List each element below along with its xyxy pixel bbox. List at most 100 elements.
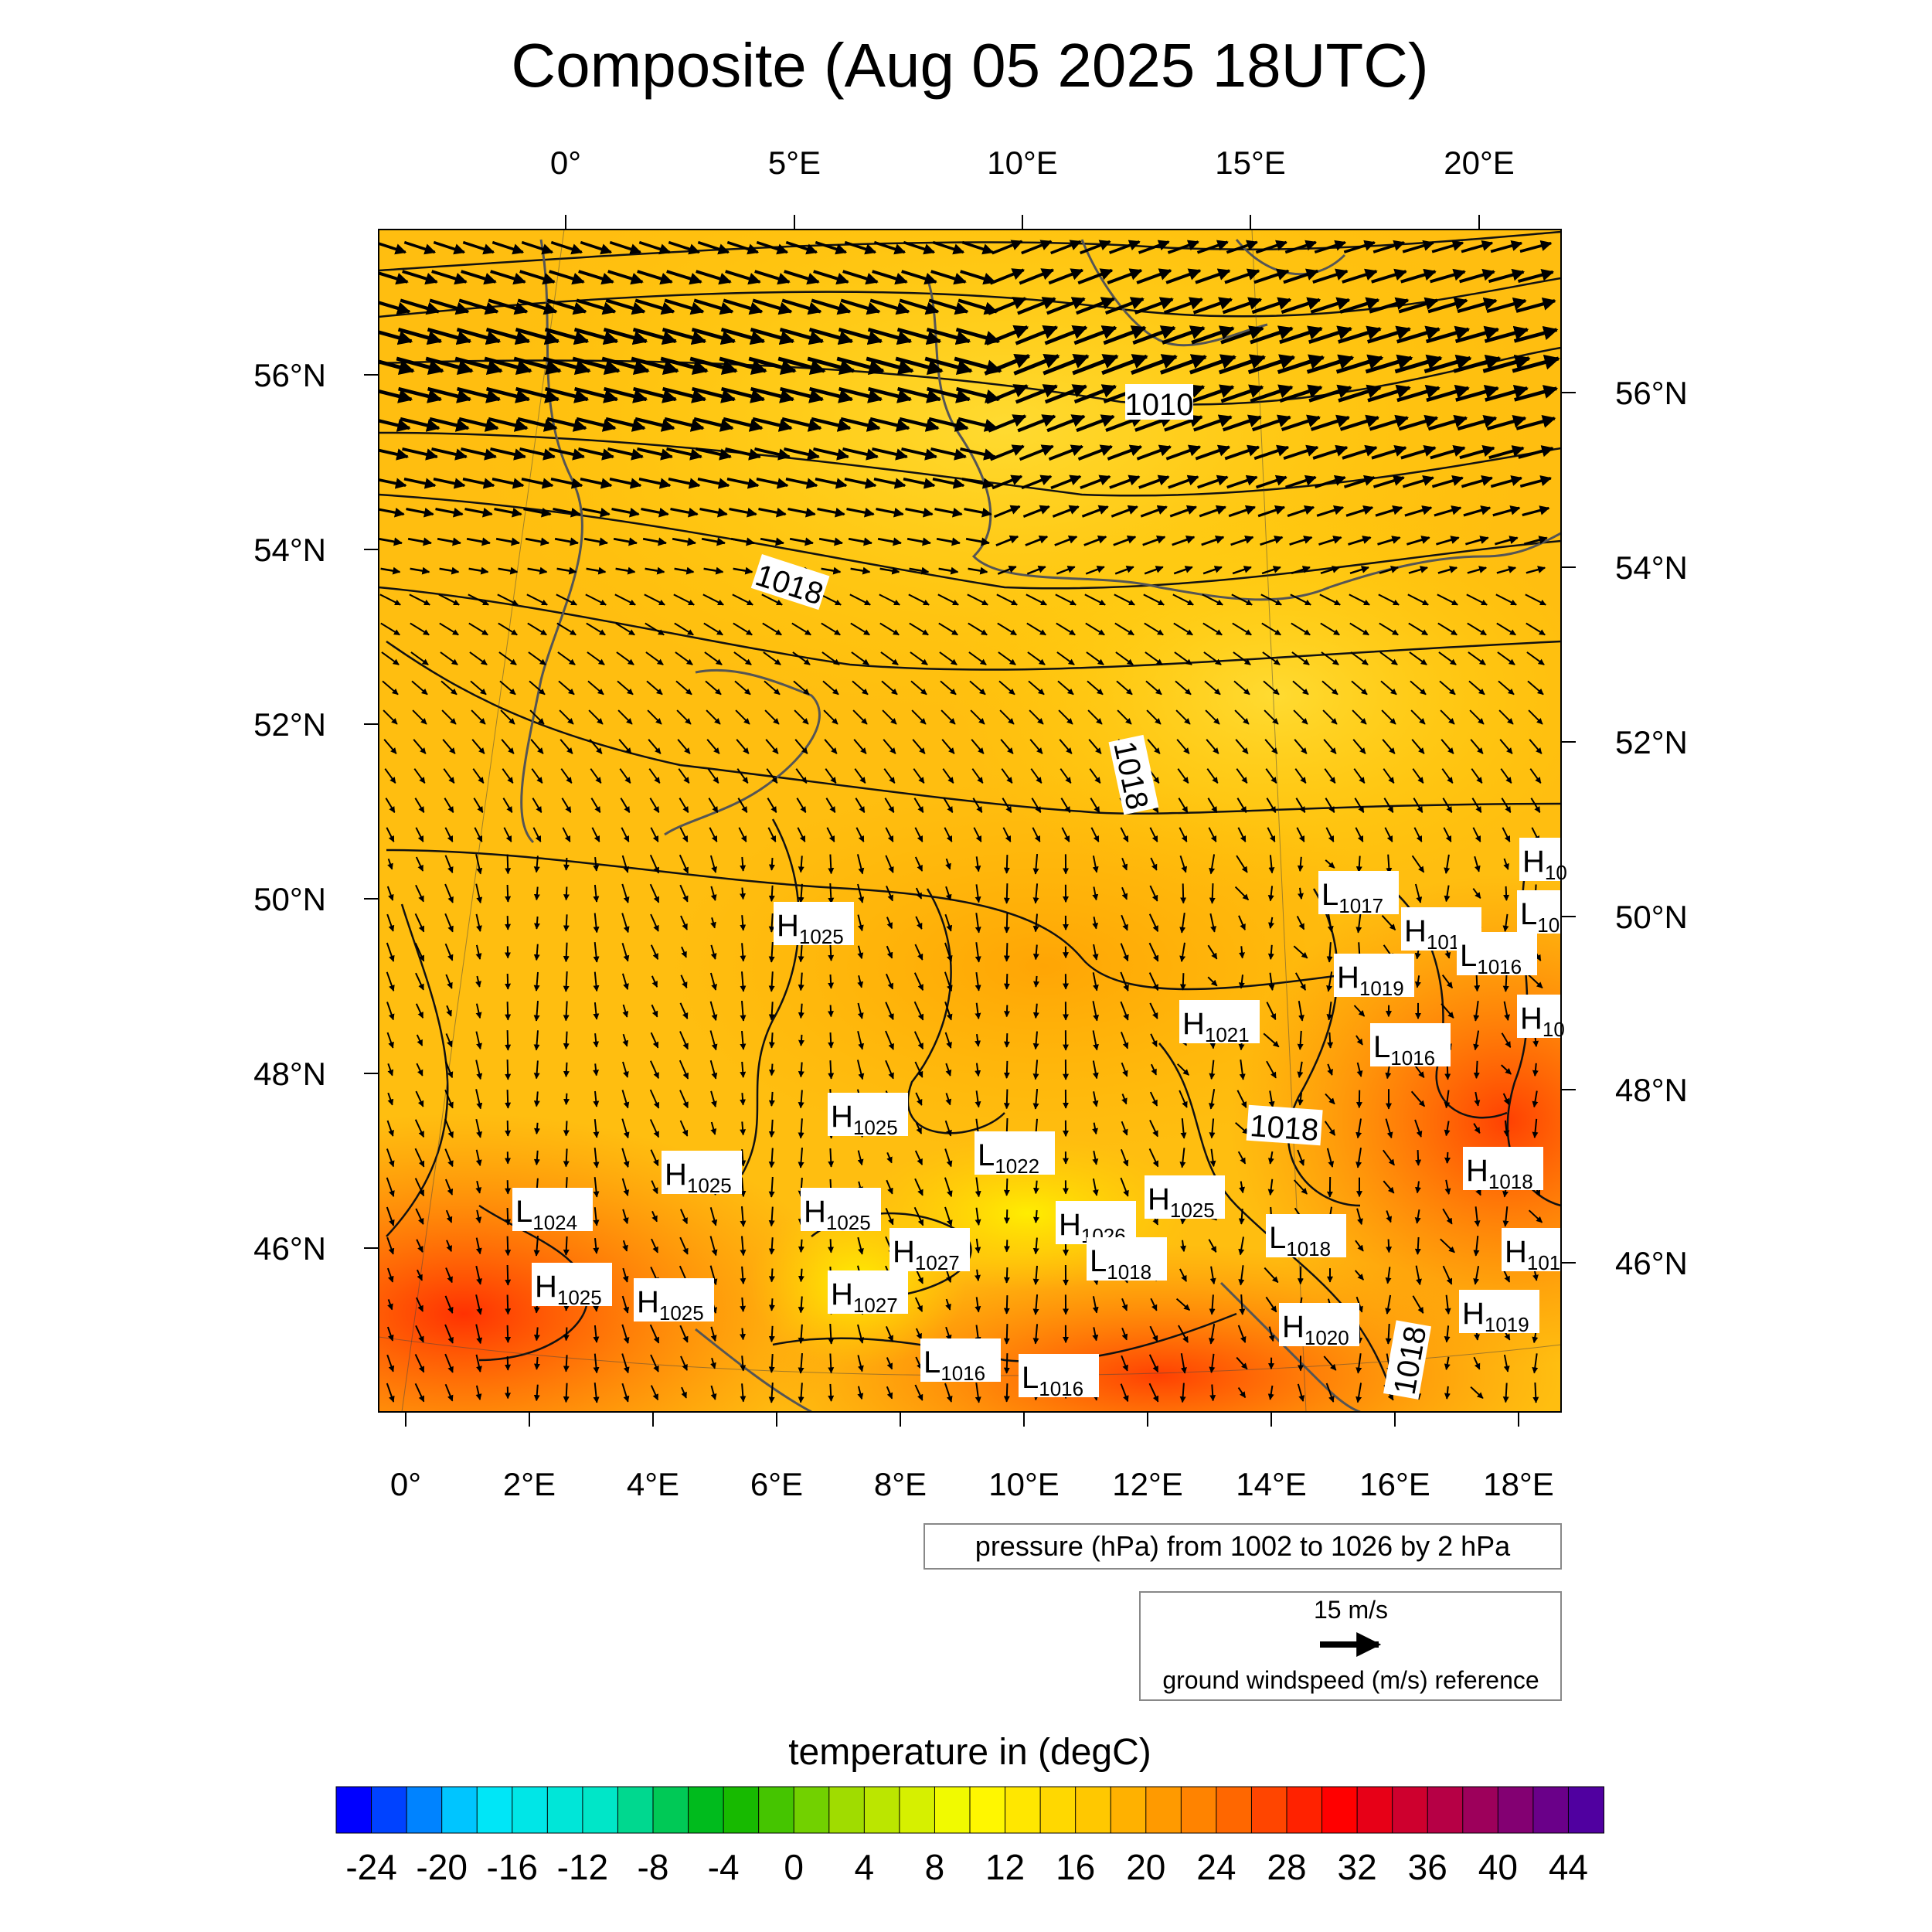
- right-latitude-labels: 56°N 54°N 52°N 50°N 48°N 46°N: [1615, 375, 1688, 1281]
- wind-arrow: [1003, 1178, 1010, 1196]
- wind-arrow: [556, 594, 577, 606]
- wind-arrow: [1173, 622, 1193, 636]
- wind-arrow: [505, 1207, 512, 1226]
- wind-arrow: [1175, 680, 1192, 696]
- wind-arrow: [1003, 1324, 1010, 1345]
- wind-arrow: [1136, 444, 1172, 461]
- wind-arrow: [672, 537, 697, 546]
- wind-arrow: [1295, 798, 1306, 813]
- wind-arrow: [781, 417, 822, 432]
- wind-arrow: [1205, 709, 1220, 725]
- wind-arrow: [1425, 325, 1471, 344]
- wind-arrow: [1414, 1236, 1421, 1255]
- wind-arrow: [531, 768, 543, 784]
- wind-arrow: [1046, 297, 1086, 315]
- wind-arrow: [1338, 384, 1382, 403]
- wind-arrow: [456, 328, 502, 345]
- wind-arrow: [413, 768, 426, 784]
- wind-arrow: [1003, 974, 1010, 990]
- wind-arrow: [813, 447, 850, 461]
- wind-arrow: [461, 270, 497, 285]
- wind-arrow: [668, 478, 701, 489]
- wind-arrow: [756, 478, 789, 489]
- wind-arrow: [1230, 536, 1254, 546]
- wind-arrow: [842, 270, 879, 285]
- wind-arrow: [960, 270, 996, 285]
- wind-arrow: [1236, 798, 1247, 813]
- colorbar-tick-label: -12: [557, 1847, 608, 1887]
- wind-arrow: [997, 566, 1017, 575]
- wind-arrow: [1519, 475, 1553, 488]
- colorbar-swatch: [758, 1786, 795, 1834]
- wind-arrow: [828, 975, 835, 989]
- wind-arrow: [1207, 798, 1218, 813]
- wind-arrow: [502, 768, 514, 784]
- wind-arrow: [1108, 240, 1141, 254]
- wind-arrow: [1085, 566, 1105, 575]
- wind-arrow: [1116, 680, 1133, 696]
- wind-arrow: [1379, 622, 1399, 636]
- wind-arrow: [586, 566, 607, 575]
- colorbar-tick-label: 8: [925, 1847, 945, 1887]
- colorbar-tick-label: 32: [1338, 1847, 1377, 1887]
- wind-arrow: [1465, 536, 1489, 546]
- wind-arrow: [1454, 325, 1500, 344]
- wind-arrow: [556, 566, 577, 575]
- wind-arrow: [578, 270, 614, 285]
- wind-arrow: [407, 537, 433, 546]
- wind-arrow: [468, 622, 488, 636]
- wind-arrow: [1442, 798, 1453, 813]
- wind-arrow: [781, 298, 822, 315]
- wind-arrow: [909, 566, 930, 575]
- wind-arrow: [696, 447, 733, 461]
- wind-arrow: [617, 709, 633, 725]
- wind-arrow: [532, 827, 542, 842]
- wind-arrow: [618, 739, 632, 754]
- wind-arrow: [439, 566, 460, 575]
- wind-arrow: [1367, 325, 1412, 344]
- wind-arrow: [1056, 651, 1075, 665]
- wind-arrow: [1086, 651, 1104, 665]
- wind-arrow: [955, 328, 1001, 345]
- colorbar-swatch: [617, 1786, 655, 1834]
- colorbar-swatch: [512, 1786, 549, 1834]
- wind-arrow: [969, 680, 986, 696]
- wind-arrow: [1423, 354, 1472, 374]
- wind-arrow: [485, 328, 531, 345]
- wind-arrow: [1077, 268, 1114, 285]
- wind-arrow: [1145, 680, 1162, 696]
- wind-arrow: [675, 680, 692, 696]
- wind-arrow: [638, 240, 672, 255]
- wind-arrow: [1498, 709, 1514, 725]
- wind-arrow: [1203, 651, 1222, 665]
- wind-arrow: [1223, 414, 1262, 432]
- wind-arrow: [1104, 297, 1145, 315]
- colorbar-swatch: [899, 1786, 936, 1834]
- wind-vector-field: [379, 240, 1560, 1403]
- right-lat-label: 54°N: [1615, 549, 1688, 586]
- wind-arrow: [1061, 827, 1070, 842]
- pressure-center-type: L: [1373, 1030, 1390, 1064]
- wind-arrow: [850, 566, 871, 575]
- wind-arrow: [1003, 1089, 1010, 1110]
- pressure-center-value: 10: [1545, 861, 1567, 884]
- wind-arrow: [632, 328, 678, 345]
- wind-arrow: [519, 270, 556, 285]
- wind-arrow: [1237, 827, 1247, 842]
- wind-arrow: [468, 594, 489, 606]
- wind-arrow: [1232, 566, 1252, 575]
- wind-arrow: [515, 386, 560, 403]
- wind-arrow: [1293, 709, 1308, 725]
- wind-arrow: [825, 768, 837, 784]
- wind-arrow: [1517, 268, 1555, 284]
- wind-arrow: [1528, 709, 1543, 725]
- wind-arrow: [1459, 268, 1495, 284]
- wind-arrow: [852, 680, 869, 696]
- wind-arrow: [740, 887, 747, 900]
- wind-arrow: [1199, 505, 1227, 518]
- wind-arrow: [993, 505, 1021, 519]
- wind-arrow: [613, 537, 638, 546]
- wind-arrow: [768, 1268, 775, 1283]
- wind-arrow: [1430, 268, 1466, 284]
- wind-arrow: [826, 827, 835, 842]
